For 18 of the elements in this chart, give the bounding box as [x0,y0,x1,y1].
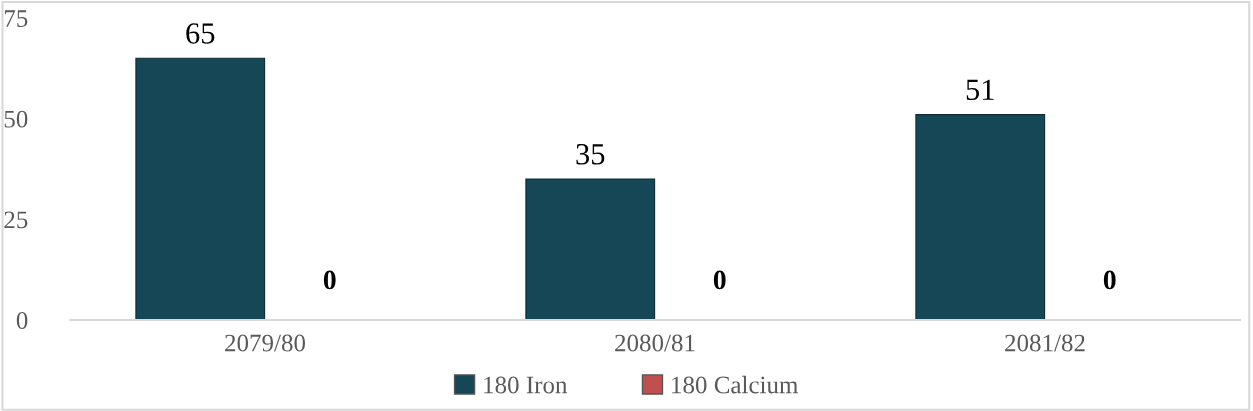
data-label: 0 [1103,270,1116,290]
y-tick-label: 50 [4,110,28,128]
y-tick-label: 75 [4,10,28,27]
y-tick-label: 25 [4,211,28,229]
x-tick-label: 2081/82 [1005,334,1085,352]
y-tick-label: 0 [16,312,28,329]
data-label: 51 [966,79,994,101]
data-label: 65 [186,23,215,44]
legend-label: 180 Iron [484,376,568,394]
x-tick-label: 2080/81 [615,334,695,352]
bar [525,178,656,320]
data-label: 35 [576,143,605,165]
data-label: 0 [323,270,336,290]
data-label: 0 [713,270,726,290]
x-tick-label: 2079/80 [225,334,306,352]
legend-label: 180 Calcium [672,375,799,394]
bar [915,114,1046,320]
bar [135,57,266,320]
